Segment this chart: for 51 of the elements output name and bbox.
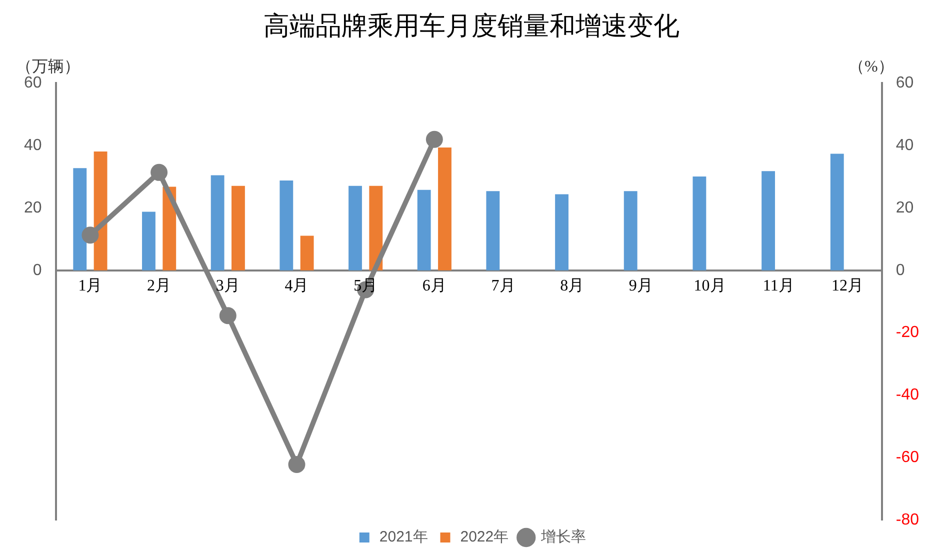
y2-axis-title: （%） [848, 58, 894, 76]
legend-label: 2022年 [460, 528, 509, 546]
point [219, 307, 236, 324]
point [82, 226, 99, 244]
chart-title: 高端品牌乘用车月度销量和增速变化 [264, 11, 680, 40]
bar [555, 194, 568, 270]
y-tick-label: 60 [24, 74, 42, 92]
point [426, 130, 443, 148]
bar [486, 191, 500, 270]
bar [624, 191, 638, 270]
bar [210, 175, 224, 270]
y2-tick-label: 20 [896, 199, 914, 216]
y2-tick-label: -60 [896, 449, 920, 466]
x-tick-label: 4月 [284, 278, 309, 295]
y-tick-label: 20 [24, 199, 42, 216]
bar [438, 147, 452, 270]
y2-tick-label: 40 [896, 137, 914, 154]
y2-tick-label: -80 [896, 511, 920, 528]
bar [417, 190, 431, 270]
x-tick-label: 7月 [491, 278, 516, 295]
y-tick-label: 0 [32, 262, 42, 279]
bar [830, 154, 844, 270]
bar [369, 186, 383, 270]
x-tick-label: 1月 [78, 278, 102, 295]
bar [94, 152, 108, 270]
bar [142, 212, 156, 270]
x-tick-label: 11月 [762, 278, 794, 295]
y-axis-title: （万辆） [16, 58, 80, 76]
point [288, 456, 306, 473]
y-tick-label: 40 [24, 137, 42, 154]
legend-label: 2021年 [379, 528, 428, 546]
point [150, 164, 168, 181]
y2-tick-label: 0 [896, 262, 905, 279]
x-tick-label: 3月 [216, 278, 240, 295]
x-tick-label: 10月 [694, 278, 726, 295]
x-tick-label: 12月 [831, 278, 864, 295]
y2-tick-label: 60 [896, 74, 914, 92]
bar [692, 176, 706, 270]
y2-tick-label: -20 [896, 324, 920, 342]
legend-label: 增长率 [540, 528, 586, 546]
bar [73, 168, 87, 270]
y2-tick-label: -40 [896, 386, 920, 404]
bar [280, 180, 294, 270]
bar [232, 186, 245, 270]
x-tick-label: 2月 [147, 278, 172, 295]
bar [762, 171, 775, 270]
x-tick-label: 6月 [422, 278, 446, 295]
bar [300, 236, 314, 270]
x-tick-label: 9月 [628, 278, 653, 295]
x-tick-label: 8月 [560, 278, 584, 295]
bar [348, 186, 362, 270]
